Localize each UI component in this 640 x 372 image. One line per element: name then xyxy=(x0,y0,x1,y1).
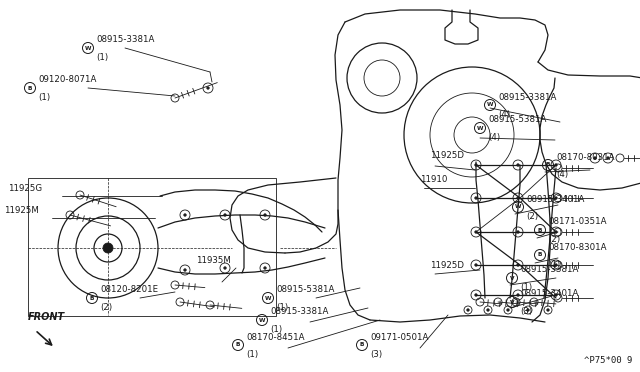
Text: B: B xyxy=(546,163,550,167)
Text: 09120-8071A: 09120-8071A xyxy=(38,76,97,84)
Text: 08915-5381A: 08915-5381A xyxy=(488,115,547,125)
Circle shape xyxy=(264,267,266,269)
Circle shape xyxy=(475,164,477,166)
Circle shape xyxy=(103,243,113,253)
Text: W: W xyxy=(265,295,271,301)
Text: 11925M: 11925M xyxy=(4,206,39,215)
Text: 08120-8201E: 08120-8201E xyxy=(100,285,158,295)
Text: 09171-0501A: 09171-0501A xyxy=(370,333,428,341)
Text: B: B xyxy=(538,253,542,257)
Text: V: V xyxy=(509,276,515,280)
Circle shape xyxy=(555,164,557,166)
Text: 11925D: 11925D xyxy=(430,261,464,270)
Text: (4): (4) xyxy=(498,110,510,119)
Circle shape xyxy=(517,294,519,296)
Circle shape xyxy=(184,269,186,271)
Text: 08915-3381A: 08915-3381A xyxy=(270,308,328,317)
Text: B: B xyxy=(90,295,94,301)
Text: W: W xyxy=(487,103,493,108)
Text: ^P75*00 9: ^P75*00 9 xyxy=(584,356,632,365)
Text: B: B xyxy=(236,343,240,347)
Circle shape xyxy=(607,157,609,159)
Circle shape xyxy=(467,309,469,311)
Text: 08170-8031A: 08170-8031A xyxy=(556,153,614,161)
Text: (3): (3) xyxy=(370,350,382,359)
Circle shape xyxy=(475,197,477,199)
Text: 11925D: 11925D xyxy=(430,151,464,160)
Circle shape xyxy=(507,309,509,311)
Text: (1): (1) xyxy=(548,260,560,269)
Text: (2): (2) xyxy=(100,303,112,312)
Circle shape xyxy=(475,264,477,266)
Text: (2): (2) xyxy=(548,235,560,244)
Text: (2): (2) xyxy=(526,212,538,221)
Text: 08915-3401A: 08915-3401A xyxy=(520,289,579,298)
Text: 08170-8451A: 08170-8451A xyxy=(246,333,305,341)
Circle shape xyxy=(224,214,226,216)
Circle shape xyxy=(555,197,557,199)
Text: (1): (1) xyxy=(38,93,50,102)
Circle shape xyxy=(487,309,489,311)
Text: 08915-5381A: 08915-5381A xyxy=(276,285,334,295)
Circle shape xyxy=(555,231,557,233)
Circle shape xyxy=(475,231,477,233)
Text: 11935M: 11935M xyxy=(196,256,231,265)
Text: B: B xyxy=(360,343,364,347)
Circle shape xyxy=(517,197,519,199)
Circle shape xyxy=(594,157,596,159)
Circle shape xyxy=(184,214,186,216)
Circle shape xyxy=(555,264,557,266)
Text: 11925G: 11925G xyxy=(8,184,42,193)
Text: 08915-3401A: 08915-3401A xyxy=(526,195,584,203)
Text: V: V xyxy=(509,299,515,305)
Text: W: W xyxy=(259,317,265,323)
Circle shape xyxy=(517,264,519,266)
Text: (4): (4) xyxy=(488,133,500,142)
Text: W: W xyxy=(477,125,483,131)
Text: B: B xyxy=(538,228,542,232)
Text: 08915-3381A: 08915-3381A xyxy=(498,93,556,102)
Circle shape xyxy=(555,294,557,296)
Text: (1): (1) xyxy=(246,350,258,359)
Text: 08915-3381A: 08915-3381A xyxy=(96,35,154,45)
Circle shape xyxy=(527,309,529,311)
Text: (1): (1) xyxy=(276,303,288,312)
Text: (1): (1) xyxy=(270,325,282,334)
Circle shape xyxy=(224,267,226,269)
Text: W: W xyxy=(515,205,521,209)
Circle shape xyxy=(207,87,209,89)
Circle shape xyxy=(475,294,477,296)
Circle shape xyxy=(517,231,519,233)
Text: 08170-8301A: 08170-8301A xyxy=(548,243,607,251)
Text: (3): (3) xyxy=(520,307,532,316)
Text: 11910: 11910 xyxy=(420,175,447,184)
Text: B: B xyxy=(28,86,32,90)
Text: FRONT: FRONT xyxy=(28,312,65,322)
Text: 08171-0351A: 08171-0351A xyxy=(548,218,607,227)
Text: (4): (4) xyxy=(556,170,568,179)
Text: 08915-3381A: 08915-3381A xyxy=(520,266,579,275)
Circle shape xyxy=(517,164,519,166)
Text: (1): (1) xyxy=(96,53,108,62)
Text: (1): (1) xyxy=(520,283,532,292)
Circle shape xyxy=(547,309,549,311)
Text: W: W xyxy=(84,45,92,51)
Bar xyxy=(28,178,276,316)
Circle shape xyxy=(264,214,266,216)
